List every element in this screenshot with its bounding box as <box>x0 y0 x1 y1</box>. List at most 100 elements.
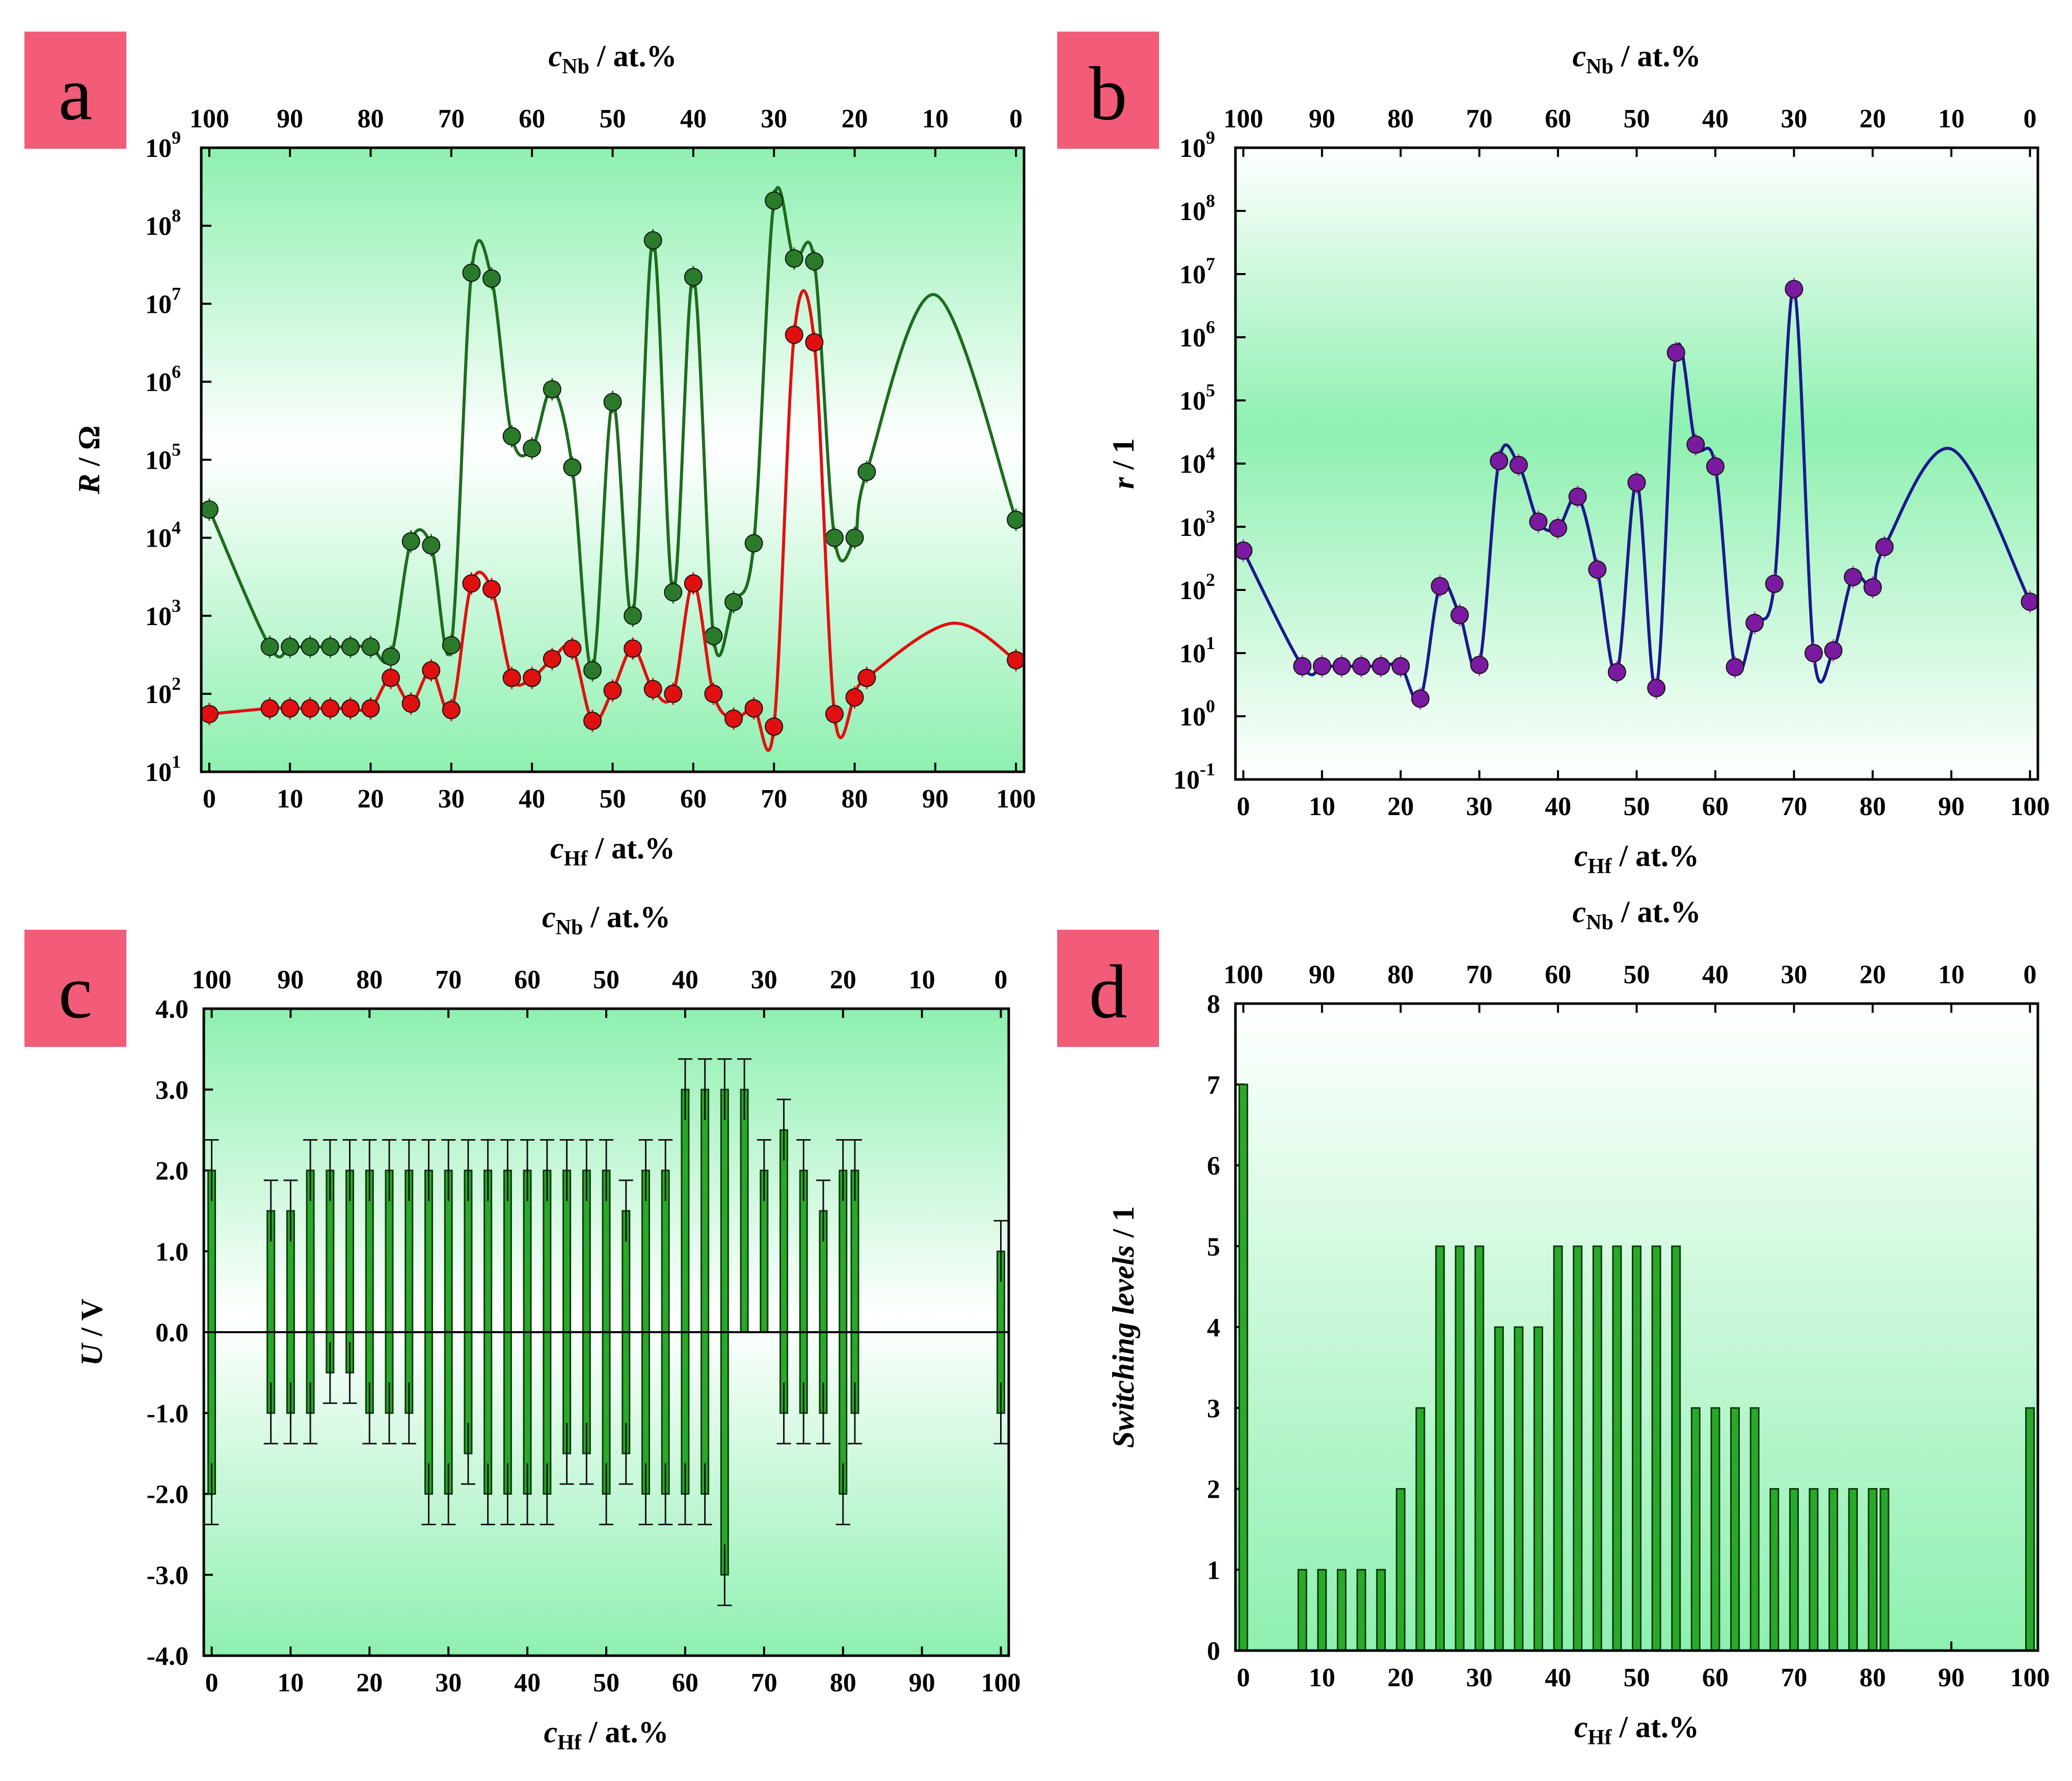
bar <box>1514 1326 1524 1652</box>
top-tick-label: 60 <box>1545 960 1571 989</box>
y-tick-base: 10 <box>1173 766 1200 795</box>
panel-badge <box>24 32 126 149</box>
data-point <box>543 650 561 668</box>
data-point <box>1470 656 1489 674</box>
x-tick-label: 20 <box>358 785 384 814</box>
bar <box>2025 1407 2035 1652</box>
y-tick-label: 104 <box>145 518 181 553</box>
data-point <box>1844 568 1863 586</box>
top-axis-title-subscript: Nb <box>562 55 589 78</box>
y-tick-exponent: 3 <box>172 596 181 616</box>
x-tick-label: 80 <box>842 785 868 814</box>
bar <box>1809 1488 1819 1652</box>
series-ratio <box>1234 278 2039 710</box>
x-tick-label: 0 <box>205 1668 218 1697</box>
data-point <box>382 668 400 687</box>
data-point <box>301 699 319 718</box>
bar <box>1395 1488 1406 1652</box>
x-tick-label: 10 <box>277 1668 304 1697</box>
data-point <box>845 528 864 547</box>
x-axis-title-rest: / at.% <box>587 831 675 865</box>
y-axis-title-rest: / 1 <box>1107 438 1140 477</box>
bar <box>1690 1407 1701 1652</box>
data-point <box>341 637 360 656</box>
top-tick-label: 10 <box>909 965 935 994</box>
y-tick-label: 1.0 <box>155 1237 189 1266</box>
top-tick-label: 100 <box>1223 960 1263 989</box>
data-point <box>785 249 803 268</box>
data-point <box>1549 519 1568 537</box>
top-tick-label: 10 <box>1938 960 1965 989</box>
y-tick-base: 10 <box>145 602 172 631</box>
top-tick-label: 20 <box>830 965 856 994</box>
x-tick-label: 80 <box>1860 792 1886 821</box>
y-tick-label: 4 <box>1207 1313 1220 1342</box>
y-axis-title-rest: / Ω <box>72 425 106 474</box>
y-tick-label: 7 <box>1207 1071 1220 1100</box>
y-tick-base: 10 <box>145 524 172 553</box>
plot-background <box>1235 148 2038 779</box>
data-point <box>341 699 360 718</box>
data-point <box>200 500 219 519</box>
top-tick-label: 50 <box>1624 104 1650 133</box>
data-point <box>563 639 582 658</box>
data-point <box>857 668 876 687</box>
bar <box>1533 1326 1543 1652</box>
data-point <box>2021 592 2039 611</box>
y-tick-label: 108 <box>145 205 181 241</box>
top-axis-title: cNb / at.% <box>1573 895 1701 934</box>
y-tick-exponent: 5 <box>172 440 181 460</box>
x-tick-label: 10 <box>1309 1663 1335 1692</box>
x-axis-title: cHf / at.% <box>1574 839 1699 878</box>
top-tick-label: 20 <box>1860 104 1886 133</box>
data-point <box>462 263 481 282</box>
top-tick-label: 40 <box>1702 104 1729 133</box>
data-point <box>1765 574 1784 593</box>
bar <box>1710 1407 1720 1652</box>
data-point <box>442 700 461 719</box>
y-tick-base: 10 <box>145 212 172 241</box>
x-tick-label: 60 <box>1702 1663 1729 1692</box>
data-point <box>462 574 481 593</box>
y-tick-label: 107 <box>1179 254 1215 289</box>
y-tick-base: 10 <box>1179 450 1206 479</box>
data-point <box>765 717 784 736</box>
x-tick-label: 100 <box>2010 792 2050 821</box>
x-tick-label: 0 <box>203 785 216 814</box>
y-tick-base: 10 <box>145 134 172 163</box>
bar <box>1730 1407 1740 1652</box>
data-point <box>1509 455 1528 474</box>
x-tick-label: 40 <box>519 785 545 814</box>
data-point <box>281 637 300 656</box>
bar <box>1455 1245 1465 1652</box>
bar <box>1868 1488 1878 1652</box>
series-high-resistance <box>200 186 1026 682</box>
data-point <box>1450 606 1469 625</box>
y-tick-label: 2 <box>1207 1475 1220 1504</box>
data-point <box>1588 560 1607 579</box>
y-tick-exponent: -1 <box>1200 759 1215 779</box>
data-point <box>321 637 340 656</box>
data-point <box>664 684 683 703</box>
y-tick-base: 10 <box>145 446 172 475</box>
top-axis-title-subscript: Nb <box>1586 911 1613 934</box>
data-point <box>744 699 763 718</box>
y-tick-exponent: 4 <box>172 518 181 538</box>
top-tick-label: 30 <box>1781 104 1807 133</box>
y-tick-label: -2.0 <box>147 1480 189 1509</box>
bar-positive <box>701 1089 710 1333</box>
y-tick-label: 109 <box>145 127 181 163</box>
top-axis-title-rest: / at.% <box>1613 39 1701 73</box>
x-tick-label: 50 <box>600 785 626 814</box>
x-tick-label: 40 <box>514 1668 541 1697</box>
top-axis-title: cNb / at.% <box>542 900 670 939</box>
x-tick-label: 90 <box>909 1668 935 1697</box>
bar <box>1336 1569 1347 1652</box>
plot-frame <box>200 146 1026 773</box>
data-point <box>704 627 723 645</box>
y-tick-label: -3.0 <box>147 1561 189 1590</box>
top-axis-title-rest: / at.% <box>583 900 670 934</box>
top-axis-title-italic: c <box>1573 895 1586 929</box>
